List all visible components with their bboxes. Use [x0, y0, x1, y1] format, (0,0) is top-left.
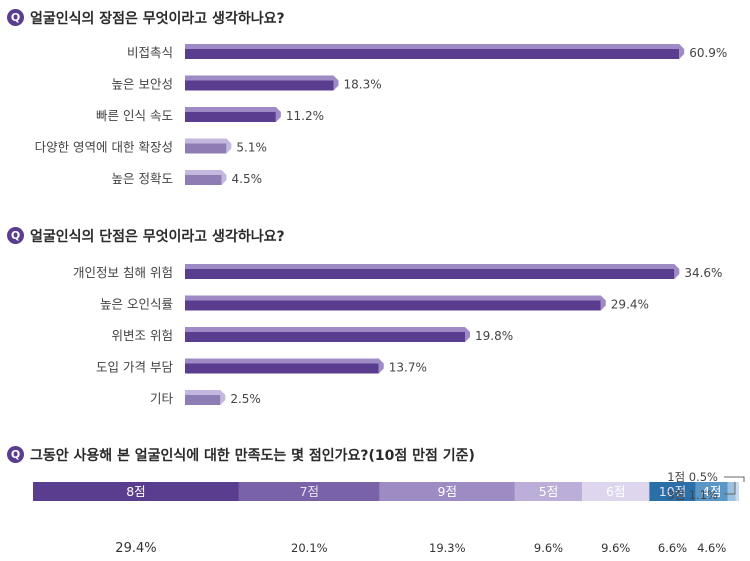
chart1-bar: [185, 143, 227, 154]
chart2-bar-side: [674, 269, 680, 279]
chart2-bar-top: [185, 295, 606, 301]
chart1-bar-side: [226, 143, 232, 154]
chart1-bar: [185, 80, 334, 91]
stacked-segment-value: 29.4%: [115, 541, 156, 556]
chart1-bar-top: [185, 107, 281, 112]
chart2-category-label: 개인정보 침해 위험: [73, 265, 173, 280]
q2-title: 얼굴인식의 단점은 무엇이라고 생각하나요?: [30, 229, 285, 245]
stacked-segment-value: 6.6%: [658, 541, 687, 555]
callout-label: 3점 1.1%: [667, 488, 718, 502]
stacked-segment-label: 4점: [702, 484, 721, 499]
stacked-segment: [649, 482, 696, 501]
chart2-value-label: 34.6%: [684, 266, 722, 280]
stacked-segment-label: 8점: [126, 484, 145, 499]
q3-icon: Q: [7, 446, 24, 463]
chart2-value-label: 2.5%: [230, 392, 261, 406]
stacked-segment-label: 7점: [300, 484, 319, 499]
stacked-segment-value: 9.6%: [601, 541, 630, 555]
chart1-bar: [185, 112, 276, 122]
chart1-value-label: 5.1%: [236, 141, 267, 155]
chart2-bar: [185, 300, 601, 311]
chart1-bar-top: [185, 44, 685, 49]
chart1-category-label: 높은 보안성: [112, 77, 173, 92]
stacked-segment-value: 19.3%: [429, 541, 466, 555]
chart1-bar-top: [185, 170, 227, 175]
stacked-segment-label: 9점: [438, 484, 457, 499]
chart2-value-label: 29.4%: [611, 298, 649, 312]
chart2-bar: [185, 363, 379, 374]
chart1-bar-side: [275, 112, 281, 122]
chart2-bar: [185, 395, 221, 405]
chart1-category-label: 높은 정확도: [112, 171, 173, 186]
chart2-bar-side: [600, 300, 606, 311]
chart1-bar: [185, 49, 680, 59]
chart1-category-label: 다양한 영역에 대한 확장성: [35, 140, 173, 155]
callout-line: [724, 476, 745, 482]
chart1-bar-top: [185, 75, 339, 81]
chart1-bar-top: [185, 138, 232, 144]
stacked-segment-label: 10점: [659, 484, 686, 499]
callout-line: [724, 482, 736, 495]
chart2-bar-top: [185, 358, 384, 364]
stacked-segment-value: 4.6%: [697, 541, 726, 555]
chart1-bar-side: [679, 49, 685, 59]
stacked-segment-label: 6점: [606, 484, 625, 499]
stacked-segment: [695, 482, 728, 501]
stacked-segment: [727, 482, 736, 501]
q2-icon: Q: [7, 227, 24, 244]
chart1-value-label: 11.2%: [286, 109, 324, 123]
chart2-bar-side: [378, 363, 384, 374]
chart2-value-label: 19.8%: [475, 329, 513, 343]
chart1-bar: [185, 175, 222, 185]
chart2-bar-top: [185, 327, 471, 332]
stacked-segment-value: 20.1%: [291, 541, 328, 555]
stacked-segment-label: 5점: [539, 484, 558, 499]
callout-label: 1점 0.5%: [667, 470, 718, 484]
chart1-value-label: 18.3%: [344, 78, 382, 92]
q1-title: 얼굴인식의 장점은 무엇이라고 생각하나요?: [30, 11, 285, 27]
stacked-segment: [379, 482, 515, 501]
q1-icon: Q: [7, 9, 24, 26]
chart2-bar-top: [185, 264, 680, 269]
chart2-category-label: 기타: [150, 391, 174, 406]
chart2-category-label: 위변조 위험: [112, 328, 173, 343]
chart2-bar-top: [185, 390, 226, 395]
chart1-value-label: 60.9%: [689, 46, 727, 60]
chart2-category-label: 도입 가격 부담: [96, 360, 173, 375]
stacked-segment: [582, 482, 650, 501]
chart2-bar-side: [465, 332, 471, 342]
stacked-segment-value: 9.6%: [534, 541, 563, 555]
stacked-segment: [514, 482, 583, 501]
chart2-bar: [185, 332, 466, 342]
chart1-bar-side: [333, 80, 339, 91]
stacked-segment: [238, 482, 380, 501]
chart1-value-label: 4.5%: [232, 172, 263, 186]
chart2-value-label: 13.7%: [389, 361, 427, 375]
stacked-segment: [735, 482, 739, 501]
chart2-bar-side: [220, 395, 226, 405]
stacked-segment: [33, 482, 239, 501]
chart1-category-label: 빠른 인식 속도: [96, 108, 173, 123]
chart2-category-label: 높은 오인식률: [100, 297, 173, 312]
q3-title: 그동안 사용해 본 얼굴인식에 대한 만족도는 몇 점인가요?(10점 만점 기…: [30, 448, 475, 464]
chart1-bar-side: [221, 175, 227, 185]
chart1-category-label: 비접촉식: [127, 45, 173, 60]
chart2-bar: [185, 269, 675, 279]
